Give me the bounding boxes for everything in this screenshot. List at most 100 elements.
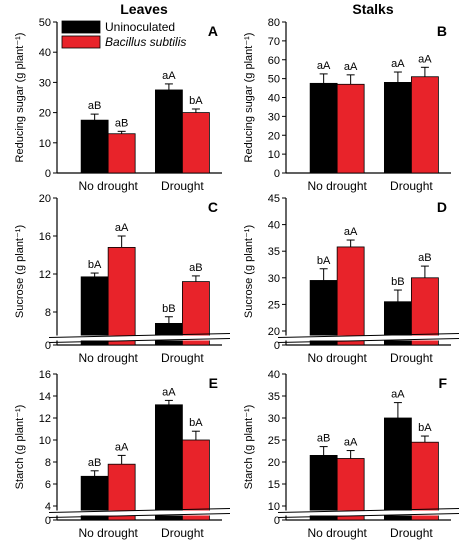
- bar-uninoculated: [80, 276, 109, 346]
- y-tick-label: 25: [268, 435, 280, 447]
- significance-letters: aA: [162, 386, 176, 398]
- significance-letters: aA: [317, 60, 331, 72]
- y-tick-label: 20: [268, 457, 280, 469]
- y-tick-label: 70: [268, 36, 280, 48]
- y-tick-label: 40: [39, 47, 51, 59]
- y-tick-label: 0: [274, 515, 280, 527]
- bar-bacillus: [181, 281, 210, 346]
- bar-uninoculated: [309, 454, 338, 521]
- y-tick-label: 10: [39, 138, 51, 150]
- x-category-label: No drought: [307, 179, 367, 193]
- panel-letter: F: [438, 375, 447, 391]
- x-category-label: No drought: [78, 526, 138, 540]
- y-tick-label: 30: [268, 273, 280, 285]
- axis-break-line: [277, 513, 460, 518]
- bar-bacillus: [181, 439, 210, 521]
- significance-letters: bB: [162, 303, 175, 315]
- axis-break-gap: [278, 335, 459, 341]
- bar-bacillus: [107, 246, 136, 346]
- axis-break-gap: [49, 510, 230, 516]
- axis-break-gap: [49, 335, 230, 341]
- y-tick-label: 0: [45, 340, 51, 352]
- x-category-label: Drought: [161, 526, 204, 540]
- significance-letters: bA: [88, 259, 102, 271]
- significance-letters: aA: [418, 53, 432, 65]
- significance-letters: aA: [344, 226, 358, 238]
- significance-letters: aB: [88, 100, 101, 112]
- y-axis-label: Sucrose (g plant⁻¹): [14, 225, 26, 318]
- column-title-leaves: Leaves: [120, 1, 168, 17]
- bar-bacillus: [336, 83, 365, 174]
- x-category-label: No drought: [78, 179, 138, 193]
- y-tick-label: 50: [39, 17, 51, 29]
- axis-break-line: [48, 338, 231, 343]
- y-tick-label: 10: [268, 149, 280, 161]
- panel-letter: A: [208, 23, 218, 39]
- y-tick-label: 60: [268, 55, 280, 67]
- y-axis-label: Reducing sugar (g plant⁻¹): [243, 33, 255, 163]
- axis-break-line: [277, 338, 460, 343]
- bar-bacillus: [107, 133, 136, 174]
- y-tick-label: 20: [268, 326, 280, 338]
- y-axis-label: Starch (g plant⁻¹): [243, 405, 255, 490]
- legend-label: Uninoculated: [105, 20, 175, 34]
- bar-uninoculated: [309, 82, 338, 174]
- axis-break-line: [48, 513, 231, 518]
- significance-letters: aB: [317, 433, 330, 445]
- axis-break-line: [277, 333, 460, 338]
- panel-C: 8 12 16 20 0 Sucrose (g plant⁻¹) C No drought bA…: [14, 193, 231, 365]
- panel-A: 0 10 20 30 40 50 Reducing sugar (g plant⁻¹) A No…: [14, 17, 222, 193]
- y-axis-label: Reducing sugar (g plant⁻¹): [14, 33, 26, 163]
- significance-letters: aA: [162, 70, 176, 82]
- x-category-label: Drought: [390, 351, 433, 365]
- y-tick-label: 16: [39, 231, 51, 243]
- panel-letter: E: [209, 375, 218, 391]
- y-tick-label: 8: [45, 457, 51, 469]
- bar-bacillus: [181, 112, 210, 174]
- y-tick-label: 25: [268, 299, 280, 311]
- bar-uninoculated: [309, 280, 338, 346]
- significance-letters: aA: [344, 437, 358, 449]
- y-tick-label: 15: [268, 479, 280, 491]
- panel-D: 20 25 30 35 40 45 0 Sucrose (g plant⁻¹) D No drou…: [243, 193, 460, 365]
- y-tick-label: 10: [39, 435, 51, 447]
- y-tick-label: 40: [268, 369, 280, 381]
- y-tick-label: 6: [45, 479, 51, 491]
- significance-letters: aB: [189, 262, 202, 274]
- y-axis-label: Sucrose (g plant⁻¹): [243, 225, 255, 318]
- panel-B: 0 10 20 30 40 50 60 70 80 Reducing sugar (g plant…: [243, 17, 451, 193]
- y-tick-label: 30: [268, 413, 280, 425]
- legend-swatch: [61, 20, 101, 34]
- x-category-label: No drought: [307, 351, 367, 365]
- y-tick-label: 40: [268, 220, 280, 232]
- y-tick-label: 45: [268, 193, 280, 205]
- y-tick-label: 30: [39, 77, 51, 89]
- axis-break-line: [48, 333, 231, 338]
- significance-letters: aA: [344, 61, 358, 73]
- y-tick-label: 50: [268, 74, 280, 86]
- bar-uninoculated: [154, 404, 183, 521]
- bar-uninoculated: [154, 89, 183, 174]
- y-tick-label: 12: [39, 413, 51, 425]
- significance-letters: bA: [189, 417, 203, 429]
- axis-break-line: [277, 508, 460, 513]
- significance-letters: bA: [317, 255, 331, 267]
- bar-uninoculated: [80, 119, 109, 174]
- column-title-stalks: Stalks: [352, 1, 393, 17]
- y-tick-label: 20: [39, 108, 51, 120]
- significance-letters: bB: [391, 276, 404, 288]
- y-tick-label: 12: [39, 269, 51, 281]
- y-tick-label: 4: [45, 501, 51, 513]
- panel-F: 10 15 20 25 30 35 40 0 Starch (g plant⁻¹) F No dro…: [243, 369, 460, 540]
- bar-bacillus: [410, 76, 439, 174]
- axis-break-line: [48, 508, 231, 513]
- y-tick-label: 20: [39, 193, 51, 205]
- y-tick-label: 35: [268, 391, 280, 403]
- x-category-label: Drought: [390, 179, 433, 193]
- y-tick-label: 20: [268, 130, 280, 142]
- significance-letters: aA: [391, 58, 405, 70]
- bar-bacillus: [410, 441, 439, 521]
- y-tick-label: 8: [45, 307, 51, 319]
- significance-letters: aB: [115, 117, 128, 129]
- significance-letters: bA: [418, 422, 432, 434]
